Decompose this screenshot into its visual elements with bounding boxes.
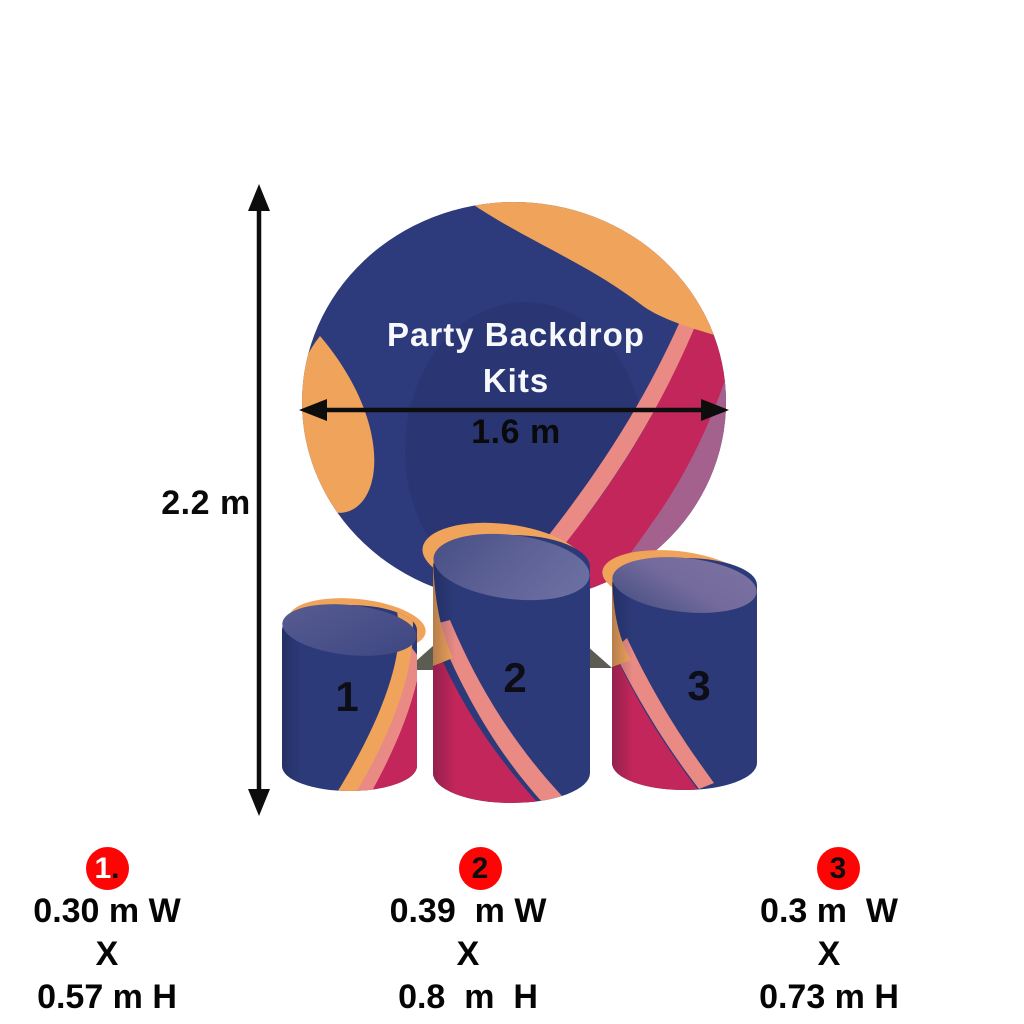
spec-block-1: 1. 0.30 m W X 0.57 m H bbox=[0, 847, 247, 1019]
cylinder-3-graphic bbox=[602, 550, 757, 790]
height-dimension-label: 2.2 m bbox=[161, 484, 251, 522]
height-dimension-arrow bbox=[248, 184, 270, 816]
backdrop-title-line1: Party Backdrop bbox=[387, 316, 645, 353]
spec-2-badge-number: 2 bbox=[471, 851, 489, 885]
round-backdrop-graphic bbox=[302, 202, 726, 602]
spec-3-separator: X bbox=[817, 935, 841, 973]
spec-block-3: 3 0.3 m W X 0.73 m H bbox=[689, 847, 969, 1019]
stand-foot-right bbox=[583, 645, 612, 668]
spec-2-badge: 2 bbox=[458, 847, 502, 890]
spec-1-width: 0.30 m W bbox=[33, 892, 181, 930]
spec-1-height: 0.57 m H bbox=[37, 978, 177, 1016]
spec-2-width: 0.39 m W bbox=[389, 892, 547, 930]
spec-block-2: 2 0.39 m W X 0.8 m H bbox=[328, 847, 608, 1019]
backdrop-title: Party Backdrop Kits bbox=[366, 312, 666, 404]
cylinder-1-number: 1 bbox=[335, 673, 359, 720]
cylinder-2-graphic bbox=[422, 522, 590, 804]
spec-3-height: 0.73 m H bbox=[759, 978, 899, 1016]
spec-2-separator: X bbox=[456, 935, 480, 973]
spec-1-badge: 1. bbox=[85, 847, 129, 890]
spec-3-badge-number: 3 bbox=[829, 851, 847, 885]
width-dimension-arrow bbox=[299, 399, 729, 421]
spec-1-badge-dot: . bbox=[111, 851, 120, 885]
cylinder-1-graphic bbox=[282, 598, 426, 791]
spec-1-badge-number: 1 bbox=[94, 851, 112, 885]
backdrop-title-line2: Kits bbox=[482, 362, 550, 399]
width-dimension-label: 1.6 m bbox=[471, 413, 561, 451]
cylinder-3-number: 3 bbox=[687, 662, 711, 709]
spec-2-height: 0.8 m H bbox=[398, 978, 538, 1016]
cylinder-2-number: 2 bbox=[503, 654, 527, 701]
spec-3-badge: 3 bbox=[816, 847, 860, 890]
spec-3-width: 0.3 m W bbox=[760, 892, 898, 930]
spec-1-separator: X bbox=[95, 935, 119, 973]
